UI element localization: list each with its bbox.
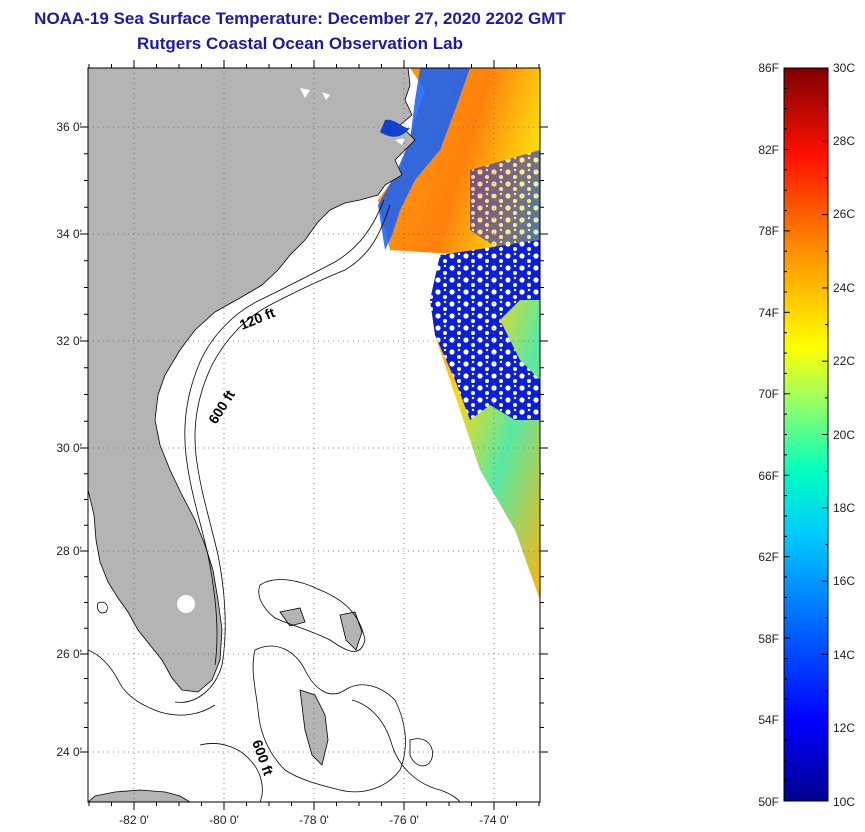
lat-label: 30 0' — [56, 441, 82, 455]
axis-ticks — [80, 60, 548, 810]
colorbar-label-c: 18C — [833, 501, 855, 515]
colorbar-label-f: 62F — [758, 550, 779, 564]
colorbar-label-f: 78F — [758, 224, 779, 238]
lon-label: -74 0' — [479, 813, 509, 827]
lat-label: 26 0' — [56, 647, 82, 661]
map-panel: 120 ft 600 ft 600 ft — [88, 68, 540, 802]
colorbar-label-c: 30C — [833, 61, 855, 75]
colorbar-label-c: 24C — [833, 281, 855, 295]
lon-label: -78 0' — [299, 813, 329, 827]
colorbar-label-c: 12C — [833, 721, 855, 735]
colorbar-label-c: 22C — [833, 354, 855, 368]
colorbar-label-c: 10C — [833, 795, 855, 809]
colorbar-label-f: 86F — [758, 61, 779, 75]
lat-label: 32 0' — [56, 334, 82, 348]
longitude-labels: -82 0' -80 0' -78 0' -76 0' -74 0' — [119, 813, 509, 827]
colorbar-label-c: 20C — [833, 428, 855, 442]
lat-label: 24 0' — [56, 745, 82, 759]
colorbar: 86F 82F 78F 74F 70F 66F 62F 58F 54F 50F … — [758, 61, 855, 809]
colorbar-label-f: 74F — [758, 306, 779, 320]
lon-label: -82 0' — [119, 813, 149, 827]
colorbar-label-f: 58F — [758, 632, 779, 646]
lake-okeechobee — [177, 595, 195, 613]
colorbar-label-f: 50F — [758, 795, 779, 809]
lon-label: -80 0' — [209, 813, 239, 827]
colorbar-celsius-labels: 30C 28C 26C 24C 22C 20C 18C 16C 14C 12C … — [833, 61, 855, 809]
colorbar-label-c: 26C — [833, 207, 855, 221]
us-mainland-land — [88, 68, 416, 693]
map-subtitle: Rutgers Coastal Ocean Observation Lab — [137, 34, 463, 53]
colorbar-gradient — [783, 67, 829, 802]
graticule — [88, 68, 540, 802]
colorbar-label-c: 28C — [833, 134, 855, 148]
lat-label: 36 0' — [56, 120, 82, 134]
sst-swath — [378, 68, 540, 600]
bathymetry-contours — [88, 199, 461, 802]
lon-label: -76 0' — [389, 813, 419, 827]
colorbar-label-c: 16C — [833, 574, 855, 588]
colorbar-label-c: 14C — [833, 648, 855, 662]
lat-label: 28 0' — [56, 544, 82, 558]
map-title: NOAA-19 Sea Surface Temperature: Decembe… — [34, 9, 566, 28]
colorbar-label-f: 54F — [758, 713, 779, 727]
colorbar-fahrenheit-labels: 86F 82F 78F 74F 70F 66F 62F 58F 54F 50F — [758, 61, 779, 809]
cuba-land — [88, 789, 191, 802]
colorbar-label-f: 70F — [758, 387, 779, 401]
colorbar-label-f: 82F — [758, 143, 779, 157]
lat-label: 34 0' — [56, 227, 82, 241]
colorbar-label-f: 66F — [758, 469, 779, 483]
latitude-labels: 36 0' 34 0' 32 0' 30 0' 28 0' 26 0' 24 0… — [56, 120, 82, 759]
